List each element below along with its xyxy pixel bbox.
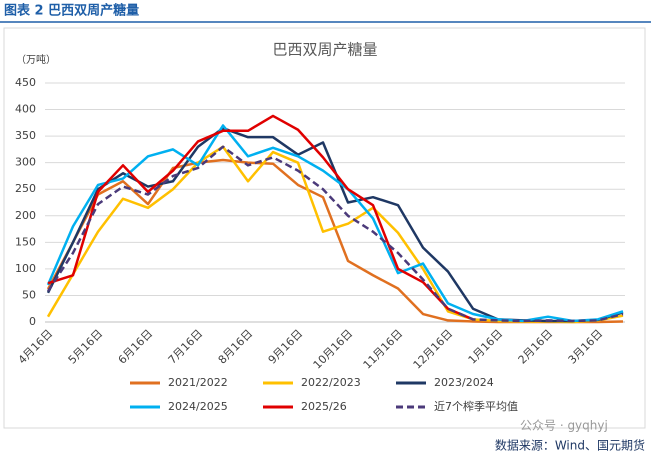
x-tick-label: 3月16日 [566,327,606,367]
series-line [46,126,624,323]
y-tick-label: 250 [15,182,36,195]
legend-label: 2023/2024 [434,376,494,389]
y-tick-label: 400 [15,103,36,116]
header-title: 图表 2 巴西双周产糖量 [4,3,139,19]
chart-title: 巴西双周产糖量 [272,41,377,59]
y-tick-label: 150 [15,235,36,248]
y-tick-label: 100 [15,262,36,275]
x-tick-label: 9月16日 [266,327,306,367]
legend-label: 2021/2022 [168,376,228,389]
y-tick-label: 300 [15,156,36,169]
x-tick-label: 7月16日 [166,327,206,367]
x-tick-label: 10月16日 [311,327,356,372]
series-line [46,124,624,323]
x-tick-label: 5月16日 [66,327,106,367]
y-tick-label: 450 [15,76,36,89]
series-line [46,145,624,323]
legend-label: 2024/2025 [168,400,228,413]
series-line [46,158,624,324]
source: 数据来源：Wind、国元期货 [495,438,645,453]
series-line [47,114,474,321]
x-tick-label: 12月16日 [411,327,456,372]
y-axis-label: （万吨） [16,53,56,66]
x-tick-label: 2月16日 [516,327,556,367]
legend-label: 2022/2023 [301,376,361,389]
y-tick-label: 350 [15,129,36,142]
x-tick-label: 11月16日 [361,327,406,372]
y-tick-label: 50 [22,288,36,301]
x-tick-label: 4月16日 [16,327,56,367]
x-tick-label: 6月16日 [116,327,156,367]
x-tick-label: 1月16日 [466,327,506,367]
legend-label: 2025/26 [301,400,347,413]
y-tick-label: 200 [15,209,36,222]
watermark: 公众号 · gyqhyj [520,419,608,433]
y-tick-label: 0 [29,315,36,328]
x-tick-label: 8月16日 [216,327,256,367]
legend-label: 近7个榨季平均值 [434,399,518,413]
chart-frame [3,27,646,429]
